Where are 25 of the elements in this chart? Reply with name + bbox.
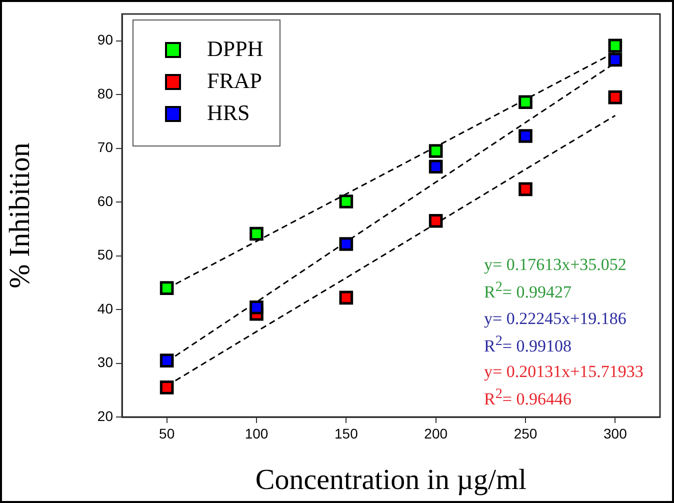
y-tick-label: 20 [97,408,114,424]
annotation: R$^{2}$= 0.99427 [484,278,573,304]
x-tick-label: 50 [159,425,175,442]
x-tick-label: 200 [424,425,448,442]
annotation: y= 0.17613x+35.052 [484,254,628,276]
y-tick-label: 70 [97,139,114,156]
y-axis-title: % Inhibition [4,142,36,288]
x-tick-label: 250 [514,425,538,442]
y-tick-label: 30 [97,354,114,370]
x-tick-label: 300 [603,425,628,442]
annotation: y= 0.20131x+15.71933 [484,361,644,384]
y-tick-label: 50 [97,246,114,263]
annotation: R$^{2}$= 0.96446 [484,385,573,411]
x-tick-label: 150 [334,425,358,442]
x-axis-title: Concentration in µg/ml [255,464,527,496]
annotation: y= 0.22245x+19.186 [484,308,628,330]
y-tick-label: 80 [97,85,114,102]
y-tick-label: 90 [97,32,114,48]
y-tick-label: 60 [97,192,114,209]
legend-label: FRAP [207,68,262,93]
y-tick-label: 40 [97,300,114,316]
x-tick-label: 100 [244,425,268,442]
legend-label: DPPH [207,36,264,61]
legend-label: HRS [207,100,250,125]
annotation: R$^{2}$= 0.99108 [484,332,573,358]
